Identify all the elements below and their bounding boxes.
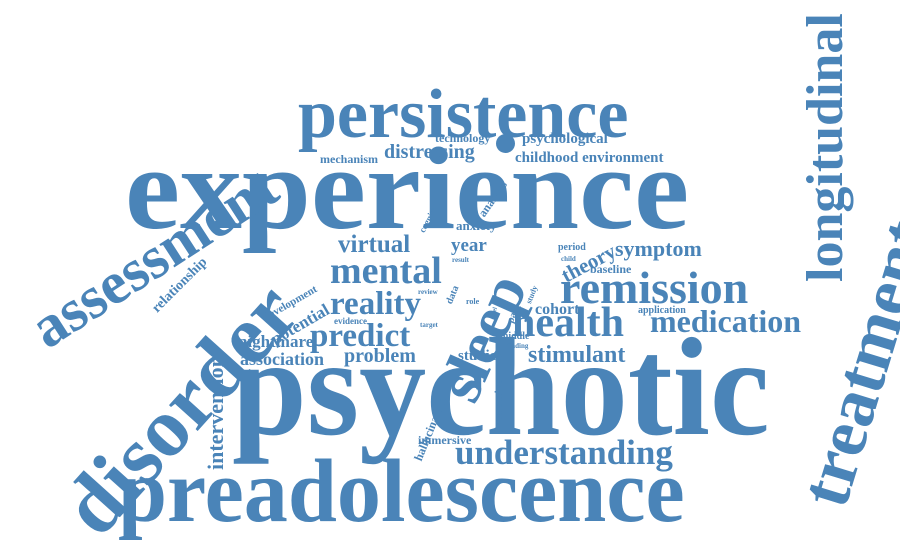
word-cloud: experience psychotic preadolescence diso… <box>18 13 900 553</box>
word-medication: medication <box>650 303 802 339</box>
word-nightmare: nightmare <box>238 332 314 351</box>
word-psychological: psychological <box>522 131 608 147</box>
word-health: health <box>512 300 625 346</box>
word-distressing: distressing <box>384 141 475 163</box>
word-cohort: cohort <box>535 301 580 318</box>
word-role: role <box>466 297 480 306</box>
word-virtual: virtual <box>338 231 411 258</box>
word-association: association <box>240 349 325 369</box>
word-technology: technology <box>435 131 491 145</box>
word-child: child <box>561 255 576 263</box>
word-anxiety: anxiety <box>456 218 497 233</box>
word-longitudinal: longitudinal <box>797 13 854 282</box>
word-remission: remission <box>560 262 749 313</box>
word-mental: mental <box>330 250 442 292</box>
word-baseline: baseline <box>590 262 632 276</box>
word-result: result <box>452 256 469 264</box>
word-mechanism: mechanism <box>320 152 378 166</box>
word-stimulant: stimulant <box>528 342 626 368</box>
word-predict: predict <box>310 318 411 354</box>
dot-mark <box>496 134 515 153</box>
word-period: period <box>558 242 586 253</box>
word-year: year <box>451 235 487 256</box>
word-childhood-environment: childhood environment <box>515 150 664 166</box>
word-experience: experience <box>125 123 690 254</box>
word-studies: studies <box>458 348 503 364</box>
word-immersive: immersive <box>418 433 472 447</box>
word-target: target <box>420 321 438 329</box>
word-symptom: symptom <box>615 236 702 261</box>
word-middle: middle <box>500 331 530 342</box>
word-review: review <box>418 288 438 296</box>
word-intervention: intervention <box>203 355 228 470</box>
word-problem: problem <box>344 345 416 367</box>
word-evidence: evidence <box>334 316 367 326</box>
word-psychotic: psychotic <box>232 310 770 465</box>
word-finding: finding <box>507 342 529 350</box>
word-preadolescence: preadolescence <box>118 442 685 541</box>
word-reality: reality <box>330 286 422 322</box>
word-interactive: interactive <box>493 379 505 430</box>
word-application: application <box>638 305 686 316</box>
word-data: data <box>444 284 462 306</box>
word-persistence: persistence <box>298 76 629 153</box>
word-understanding: understanding <box>455 433 673 472</box>
